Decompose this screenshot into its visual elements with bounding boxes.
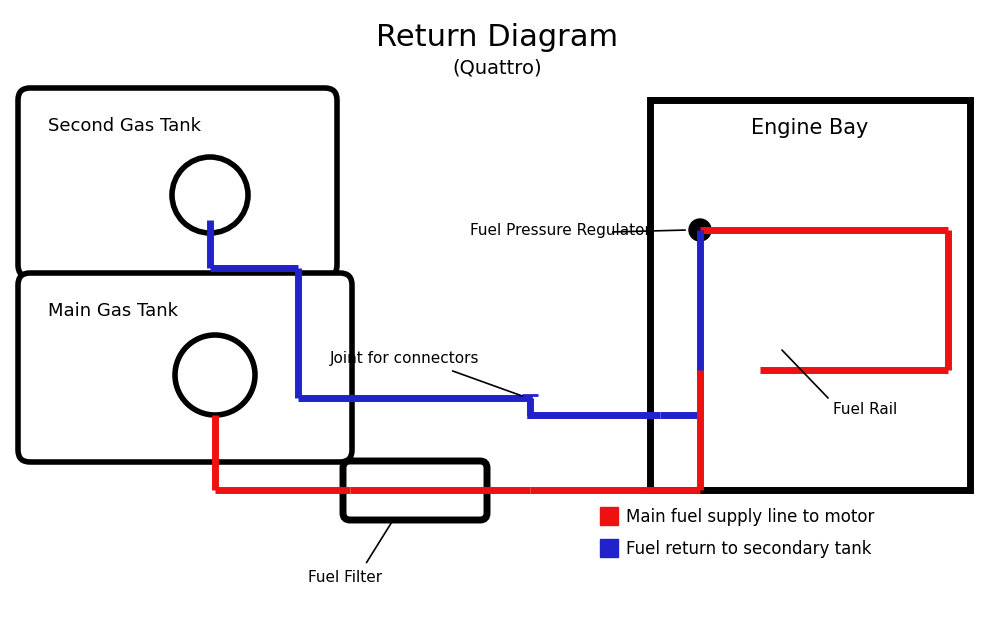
Text: Fuel Filter: Fuel Filter — [308, 570, 382, 585]
Text: Second Gas Tank: Second Gas Tank — [48, 117, 201, 135]
Text: Return Diagram: Return Diagram — [376, 23, 618, 53]
Circle shape — [689, 219, 711, 241]
FancyBboxPatch shape — [18, 273, 352, 462]
Bar — [650, 100, 970, 490]
Text: Fuel Pressure Regulator: Fuel Pressure Regulator — [470, 222, 651, 237]
Bar — [600, 507, 618, 525]
Text: Main Gas Tank: Main Gas Tank — [48, 302, 178, 320]
Text: (Quattro): (Quattro) — [452, 58, 542, 77]
Circle shape — [175, 335, 255, 415]
Text: Engine Bay: Engine Bay — [751, 118, 869, 138]
Text: Fuel return to secondary tank: Fuel return to secondary tank — [626, 540, 872, 558]
FancyBboxPatch shape — [18, 88, 337, 277]
FancyBboxPatch shape — [343, 461, 487, 520]
Bar — [600, 539, 618, 557]
Text: Fuel Rail: Fuel Rail — [833, 403, 898, 418]
Text: Main fuel supply line to motor: Main fuel supply line to motor — [626, 508, 875, 526]
Circle shape — [172, 157, 248, 233]
Text: Joint for connectors: Joint for connectors — [330, 350, 479, 365]
